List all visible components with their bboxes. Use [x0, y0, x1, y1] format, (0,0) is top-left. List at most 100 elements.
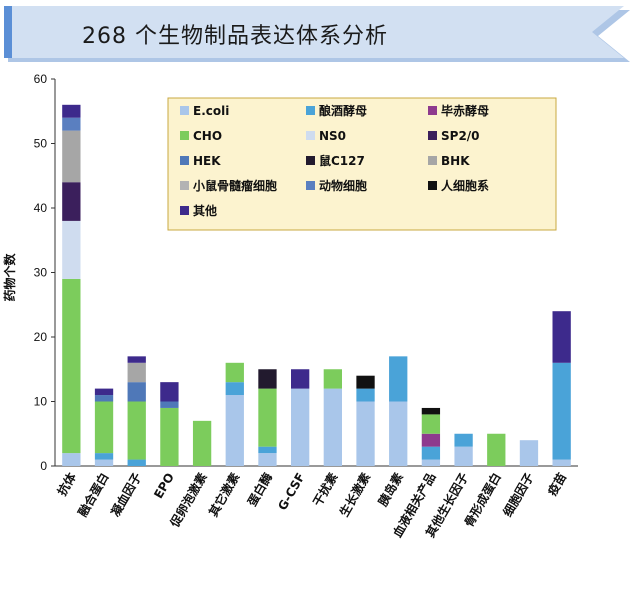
bar-segment	[62, 453, 81, 466]
y-tick-label: 10	[34, 395, 48, 409]
x-tick-label: 生长激素	[336, 470, 373, 519]
bar-segment	[127, 401, 146, 460]
x-tick-label: EPO	[151, 471, 177, 502]
y-tick-label: 60	[34, 72, 48, 86]
banner-background	[4, 6, 624, 58]
legend-swatch	[428, 131, 437, 140]
page-title: 268 个生物制品表达体系分析	[82, 24, 388, 49]
bar-segment	[62, 220, 81, 279]
legend-label: BHK	[441, 154, 470, 168]
bar-segment	[258, 388, 277, 447]
bar-segment	[389, 401, 408, 466]
bar-segment	[389, 356, 408, 402]
bar-segment	[258, 369, 277, 389]
y-axis-label: 药物个数	[2, 253, 17, 302]
y-tick-label: 50	[34, 137, 48, 151]
legend-label: E.coli	[193, 104, 229, 118]
bar-segment	[323, 388, 342, 466]
legend-label: 其他	[193, 203, 217, 218]
bar-segment	[519, 440, 539, 466]
y-tick-label: 0	[40, 459, 47, 473]
legend-swatch	[180, 206, 189, 215]
bar-segment	[323, 369, 342, 389]
bar-segment	[225, 362, 244, 383]
bar-segment	[487, 433, 506, 466]
legend-label: 人细胞系	[441, 178, 489, 193]
bar-segment	[421, 446, 441, 460]
bar-segment	[454, 446, 473, 466]
legend-label: 小鼠骨髓瘤细胞	[193, 178, 277, 193]
banner-accent-bar	[4, 6, 12, 58]
legend-swatch	[180, 181, 189, 190]
bar-segment	[258, 453, 277, 466]
title-banner	[4, 6, 630, 62]
legend-swatch	[306, 181, 315, 190]
bar-segment	[62, 130, 81, 183]
y-tick-label: 30	[34, 266, 48, 280]
legend-label: 酿酒酵母	[319, 103, 367, 118]
legend-swatch	[180, 156, 189, 165]
legend-swatch	[180, 131, 189, 140]
legend-swatch	[306, 131, 315, 140]
x-tick-label: 抗体	[54, 469, 79, 498]
bar-segment	[421, 407, 441, 415]
legend-swatch	[180, 106, 189, 115]
bar-segment	[94, 401, 114, 454]
x-tick-label: 胰岛素	[375, 470, 406, 509]
bar-segment	[160, 401, 179, 408]
legend-label: NS0	[319, 129, 346, 143]
legend-label: HEK	[193, 154, 221, 168]
y-tick-label: 40	[34, 201, 48, 215]
bar-segment	[421, 459, 441, 466]
bar-segment	[356, 388, 375, 402]
legend-label: CHO	[193, 129, 222, 143]
x-tick-label: G-CSF	[275, 471, 307, 513]
bar-segment	[62, 182, 81, 221]
legend-label: SP2/0	[441, 129, 480, 143]
bar-segment	[356, 401, 375, 466]
x-tick-label: 细胞因子	[500, 470, 537, 519]
legend-swatch	[428, 181, 437, 190]
legend-swatch	[306, 106, 315, 115]
bar-segment	[127, 459, 146, 466]
x-tick-label: 融合蛋白	[75, 470, 112, 519]
legend-box	[167, 97, 557, 231]
bar-segment	[127, 362, 146, 383]
bar-segment	[421, 414, 441, 434]
legend-swatch	[428, 156, 437, 165]
bar-segment	[291, 369, 310, 389]
bar-segment	[552, 311, 571, 363]
x-tick-label: 干扰素	[309, 470, 340, 509]
x-tick-label: 疫苗	[544, 470, 569, 498]
x-tick-label: 其它激素	[205, 470, 242, 519]
bar-segment	[225, 395, 244, 466]
bar-segment	[62, 104, 81, 118]
bar-segment	[552, 362, 571, 460]
bar-segment	[62, 117, 81, 131]
legend-label: 毕赤酵母	[441, 103, 489, 118]
bar-segment	[160, 407, 179, 466]
legend-swatch	[428, 106, 437, 115]
x-tick-label: 蛋白酶	[244, 470, 275, 509]
bar-segment	[62, 278, 81, 454]
legend-label: 鼠C127	[319, 153, 365, 168]
bar-segment	[258, 446, 277, 454]
bar-segment	[454, 433, 473, 447]
bar-segment	[291, 388, 310, 466]
bar-segment	[127, 382, 146, 402]
legend-label: 动物细胞	[319, 178, 367, 193]
legend-swatch	[306, 156, 315, 165]
bar-segment	[94, 388, 114, 396]
x-tick-label: 凝血因子	[107, 470, 144, 519]
bar-segment	[192, 420, 212, 466]
bar-segment	[160, 382, 179, 402]
bar-segment	[94, 459, 114, 466]
bar-segment	[552, 459, 571, 466]
bar-segment	[94, 395, 114, 402]
bar-segment	[225, 382, 244, 396]
bar-segment	[356, 375, 375, 389]
bar-segment	[127, 356, 146, 363]
bar-segment	[94, 453, 114, 460]
y-tick-label: 20	[34, 330, 48, 344]
